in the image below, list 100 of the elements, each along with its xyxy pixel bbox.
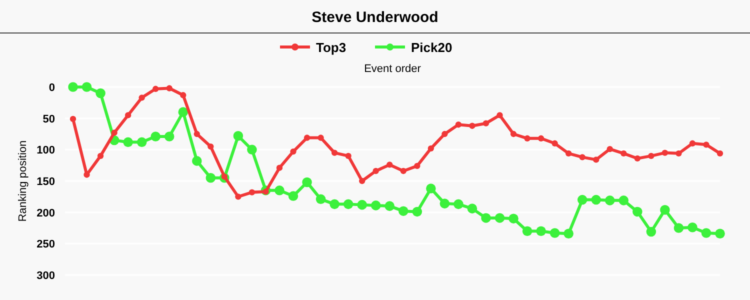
point xyxy=(152,86,159,92)
point xyxy=(206,172,216,183)
y-tick-label: 250 xyxy=(36,238,55,251)
point xyxy=(524,135,530,142)
point xyxy=(536,226,546,236)
point xyxy=(676,150,682,157)
chart-title: Steve Underwood xyxy=(312,9,438,26)
point xyxy=(178,107,188,117)
point xyxy=(701,228,712,238)
y-tick-label: 0 xyxy=(48,82,55,94)
point xyxy=(577,194,588,205)
point xyxy=(550,228,560,238)
point xyxy=(565,150,572,157)
point xyxy=(370,200,381,210)
point xyxy=(384,201,395,211)
point xyxy=(482,120,490,126)
point xyxy=(538,135,544,142)
point xyxy=(510,130,517,138)
point xyxy=(235,194,242,200)
point xyxy=(233,131,244,141)
point xyxy=(386,162,393,168)
point xyxy=(716,150,724,157)
point xyxy=(591,194,601,205)
point xyxy=(345,152,352,160)
y-axis-title: Ranking position xyxy=(17,140,29,222)
y-tick-label: 300 xyxy=(36,270,55,282)
point xyxy=(496,112,503,118)
point xyxy=(194,130,200,138)
point xyxy=(372,168,379,174)
point xyxy=(331,150,338,156)
point xyxy=(274,186,284,196)
point xyxy=(357,200,367,210)
point xyxy=(208,143,214,150)
point xyxy=(522,226,532,236)
point xyxy=(618,196,629,206)
point xyxy=(318,134,324,141)
point xyxy=(593,156,600,163)
point xyxy=(84,172,90,178)
point xyxy=(97,152,104,160)
point xyxy=(688,222,698,232)
point xyxy=(660,204,670,215)
point xyxy=(442,130,448,138)
point xyxy=(440,198,450,208)
point xyxy=(606,146,613,152)
point xyxy=(302,177,312,188)
point xyxy=(136,137,147,148)
y-tick-label: 200 xyxy=(36,207,55,220)
point xyxy=(248,189,256,196)
point xyxy=(304,134,310,141)
point xyxy=(648,152,654,160)
point xyxy=(70,116,76,122)
point xyxy=(469,122,476,129)
legend-label: Pick20 xyxy=(411,40,452,55)
point xyxy=(68,82,78,92)
point xyxy=(455,122,462,128)
point xyxy=(192,156,202,166)
point xyxy=(494,213,505,223)
point xyxy=(123,137,133,148)
point xyxy=(316,194,326,204)
point xyxy=(662,150,668,156)
point xyxy=(290,148,296,155)
point xyxy=(166,85,172,92)
point xyxy=(703,142,710,148)
point xyxy=(400,168,406,174)
point xyxy=(426,184,436,194)
y-tick-label: 50 xyxy=(42,113,55,126)
point xyxy=(414,162,420,170)
point xyxy=(111,130,118,136)
point xyxy=(689,140,696,146)
point xyxy=(632,206,642,217)
point xyxy=(398,206,408,216)
point xyxy=(715,228,725,239)
point xyxy=(467,204,478,214)
point xyxy=(138,94,145,101)
point xyxy=(454,199,464,210)
legend-label: Top3 xyxy=(316,40,346,55)
point xyxy=(221,174,228,180)
point xyxy=(646,226,656,237)
y-tick-label: 150 xyxy=(36,176,55,188)
point xyxy=(634,155,640,162)
point xyxy=(428,145,434,152)
point xyxy=(330,199,340,210)
point xyxy=(508,214,518,224)
point xyxy=(82,82,92,92)
point xyxy=(620,150,627,157)
point xyxy=(674,223,684,233)
y-tick-label: 100 xyxy=(36,144,55,157)
point xyxy=(288,191,298,201)
point xyxy=(358,178,366,184)
point xyxy=(412,206,422,217)
x-axis-title: Event order xyxy=(364,63,422,75)
point xyxy=(247,144,257,155)
point xyxy=(180,92,186,98)
point xyxy=(124,112,132,118)
point xyxy=(150,132,160,142)
point xyxy=(481,213,491,223)
point xyxy=(604,196,615,206)
point xyxy=(343,199,354,210)
point xyxy=(164,132,174,142)
point xyxy=(276,164,283,171)
